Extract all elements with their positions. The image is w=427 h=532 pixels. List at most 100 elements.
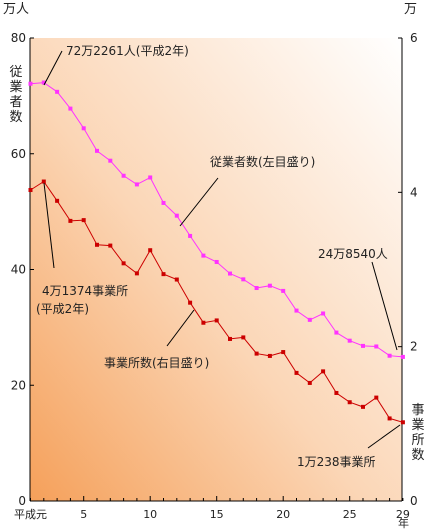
series-0-point bbox=[387, 353, 392, 358]
x-tick-label: 20 bbox=[276, 508, 290, 521]
x-tick-label: 平成元 bbox=[14, 508, 47, 521]
series-1-point bbox=[188, 300, 193, 305]
series-1-point bbox=[81, 218, 86, 223]
plot-background bbox=[30, 38, 402, 501]
series-1-point bbox=[307, 380, 312, 385]
left-axis-label-char: 数 bbox=[9, 110, 22, 125]
series-0-point bbox=[41, 80, 46, 85]
series-0-point bbox=[134, 182, 139, 187]
series-0-point bbox=[334, 330, 339, 335]
est-end-label: 1万238事業所 bbox=[297, 455, 376, 469]
x-axis-ticks: 平成元 5 10 15 20 25 29 bbox=[14, 496, 410, 521]
x-tick-label: 5 bbox=[80, 508, 87, 521]
est-end-leader bbox=[367, 424, 401, 449]
series-0-point bbox=[228, 271, 232, 276]
right-tick-label: 0 bbox=[410, 494, 418, 508]
series-1-point bbox=[95, 242, 99, 247]
right-axis-label-char: 数 bbox=[411, 448, 424, 463]
emp-series-leader bbox=[179, 177, 219, 227]
est-series-label: 事業所数(右目盛り) bbox=[104, 355, 209, 370]
x-tick-label: 25 bbox=[343, 508, 357, 521]
series-1-point bbox=[55, 198, 60, 203]
series-0-point bbox=[81, 126, 86, 131]
x-axis-unit: 年 bbox=[398, 516, 409, 530]
series-1-point bbox=[281, 350, 286, 355]
left-tick-label: 60 bbox=[11, 147, 26, 161]
series-1-point bbox=[201, 320, 206, 325]
series-0-point bbox=[307, 317, 312, 322]
emp-end-leader bbox=[371, 261, 398, 351]
series-1-point bbox=[400, 420, 405, 425]
left-axis-label-char: 従 bbox=[9, 65, 22, 80]
est-start-label-line2: (平成2年) bbox=[36, 302, 89, 316]
series-0-point bbox=[148, 175, 153, 180]
series-0-point bbox=[174, 213, 179, 218]
series-1-point bbox=[28, 188, 33, 193]
series-0-point bbox=[361, 343, 365, 348]
series-0-point bbox=[321, 311, 326, 316]
left-tick-label: 40 bbox=[11, 263, 26, 277]
series-0-point bbox=[108, 158, 113, 163]
series-points bbox=[28, 80, 405, 425]
series-0-point bbox=[281, 288, 286, 293]
left-tick-label: 80 bbox=[11, 31, 26, 45]
series-1-point bbox=[321, 369, 326, 374]
series-0-point bbox=[347, 338, 352, 343]
series-1-point bbox=[121, 261, 126, 266]
right-tick-label: 6 bbox=[410, 31, 418, 45]
series-0-point bbox=[28, 81, 33, 86]
right-axis-label: 事業所数 bbox=[411, 403, 424, 463]
series-0-point bbox=[400, 354, 405, 359]
left-axis-unit: 万人 bbox=[3, 2, 29, 17]
x-tick-label: 10 bbox=[143, 508, 157, 521]
right-axis-label-char: 所 bbox=[411, 433, 424, 448]
series-0-point bbox=[201, 253, 206, 258]
series-1-point bbox=[361, 404, 365, 409]
left-axis-label-char: 者 bbox=[9, 95, 22, 110]
right-axis-label-char: 業 bbox=[411, 417, 424, 433]
series-1-point bbox=[267, 353, 272, 358]
series-0-point bbox=[267, 283, 272, 288]
series-1-point bbox=[334, 390, 339, 395]
series-1-point bbox=[41, 179, 46, 184]
series-0-point bbox=[55, 89, 60, 94]
right-tick-label: 2 bbox=[410, 340, 418, 354]
series-1-point bbox=[387, 416, 392, 421]
right-axis-unit: 万 bbox=[404, 2, 417, 17]
left-tick-label: 20 bbox=[11, 378, 26, 392]
series-0-point bbox=[241, 277, 246, 282]
emp-start-label: 72万2261人(平成2年) bbox=[66, 44, 189, 58]
series-1-point bbox=[174, 277, 179, 282]
est-series-leader bbox=[166, 309, 195, 347]
series-1-point bbox=[228, 336, 232, 341]
left-axis-label: 従業者数 bbox=[9, 65, 22, 125]
series-0-point bbox=[294, 308, 299, 313]
series-1-point bbox=[374, 395, 379, 400]
series-0-point bbox=[254, 286, 259, 291]
emp-start-leader bbox=[43, 50, 63, 86]
series-0-point bbox=[214, 259, 219, 264]
series-0-point bbox=[161, 200, 166, 205]
series-0-point bbox=[95, 148, 99, 153]
emp-end-label: 24万8540人 bbox=[318, 247, 388, 261]
x-tick-label: 29 bbox=[396, 508, 410, 521]
left-tick-label: 0 bbox=[18, 494, 26, 508]
est-start-label-line1: 4万1374事業所 bbox=[42, 284, 128, 298]
right-axis-ticks: 0 2 4 6 bbox=[398, 31, 418, 508]
series-1-point bbox=[294, 370, 299, 375]
x-tick-label: 15 bbox=[210, 508, 224, 521]
left-axis-ticks: 0 20 40 60 80 bbox=[11, 31, 34, 508]
series-1-point bbox=[347, 400, 352, 405]
series-1-point bbox=[68, 218, 73, 223]
series-0-point bbox=[121, 173, 126, 178]
series-1-point bbox=[134, 271, 139, 276]
series-1-point bbox=[148, 248, 153, 253]
series-1-point bbox=[254, 351, 259, 356]
est-start-leader bbox=[43, 182, 55, 269]
series-1-point bbox=[241, 335, 246, 340]
series-1-point bbox=[214, 318, 219, 323]
right-tick-label: 4 bbox=[410, 185, 418, 199]
left-axis-label-char: 業 bbox=[9, 79, 22, 95]
